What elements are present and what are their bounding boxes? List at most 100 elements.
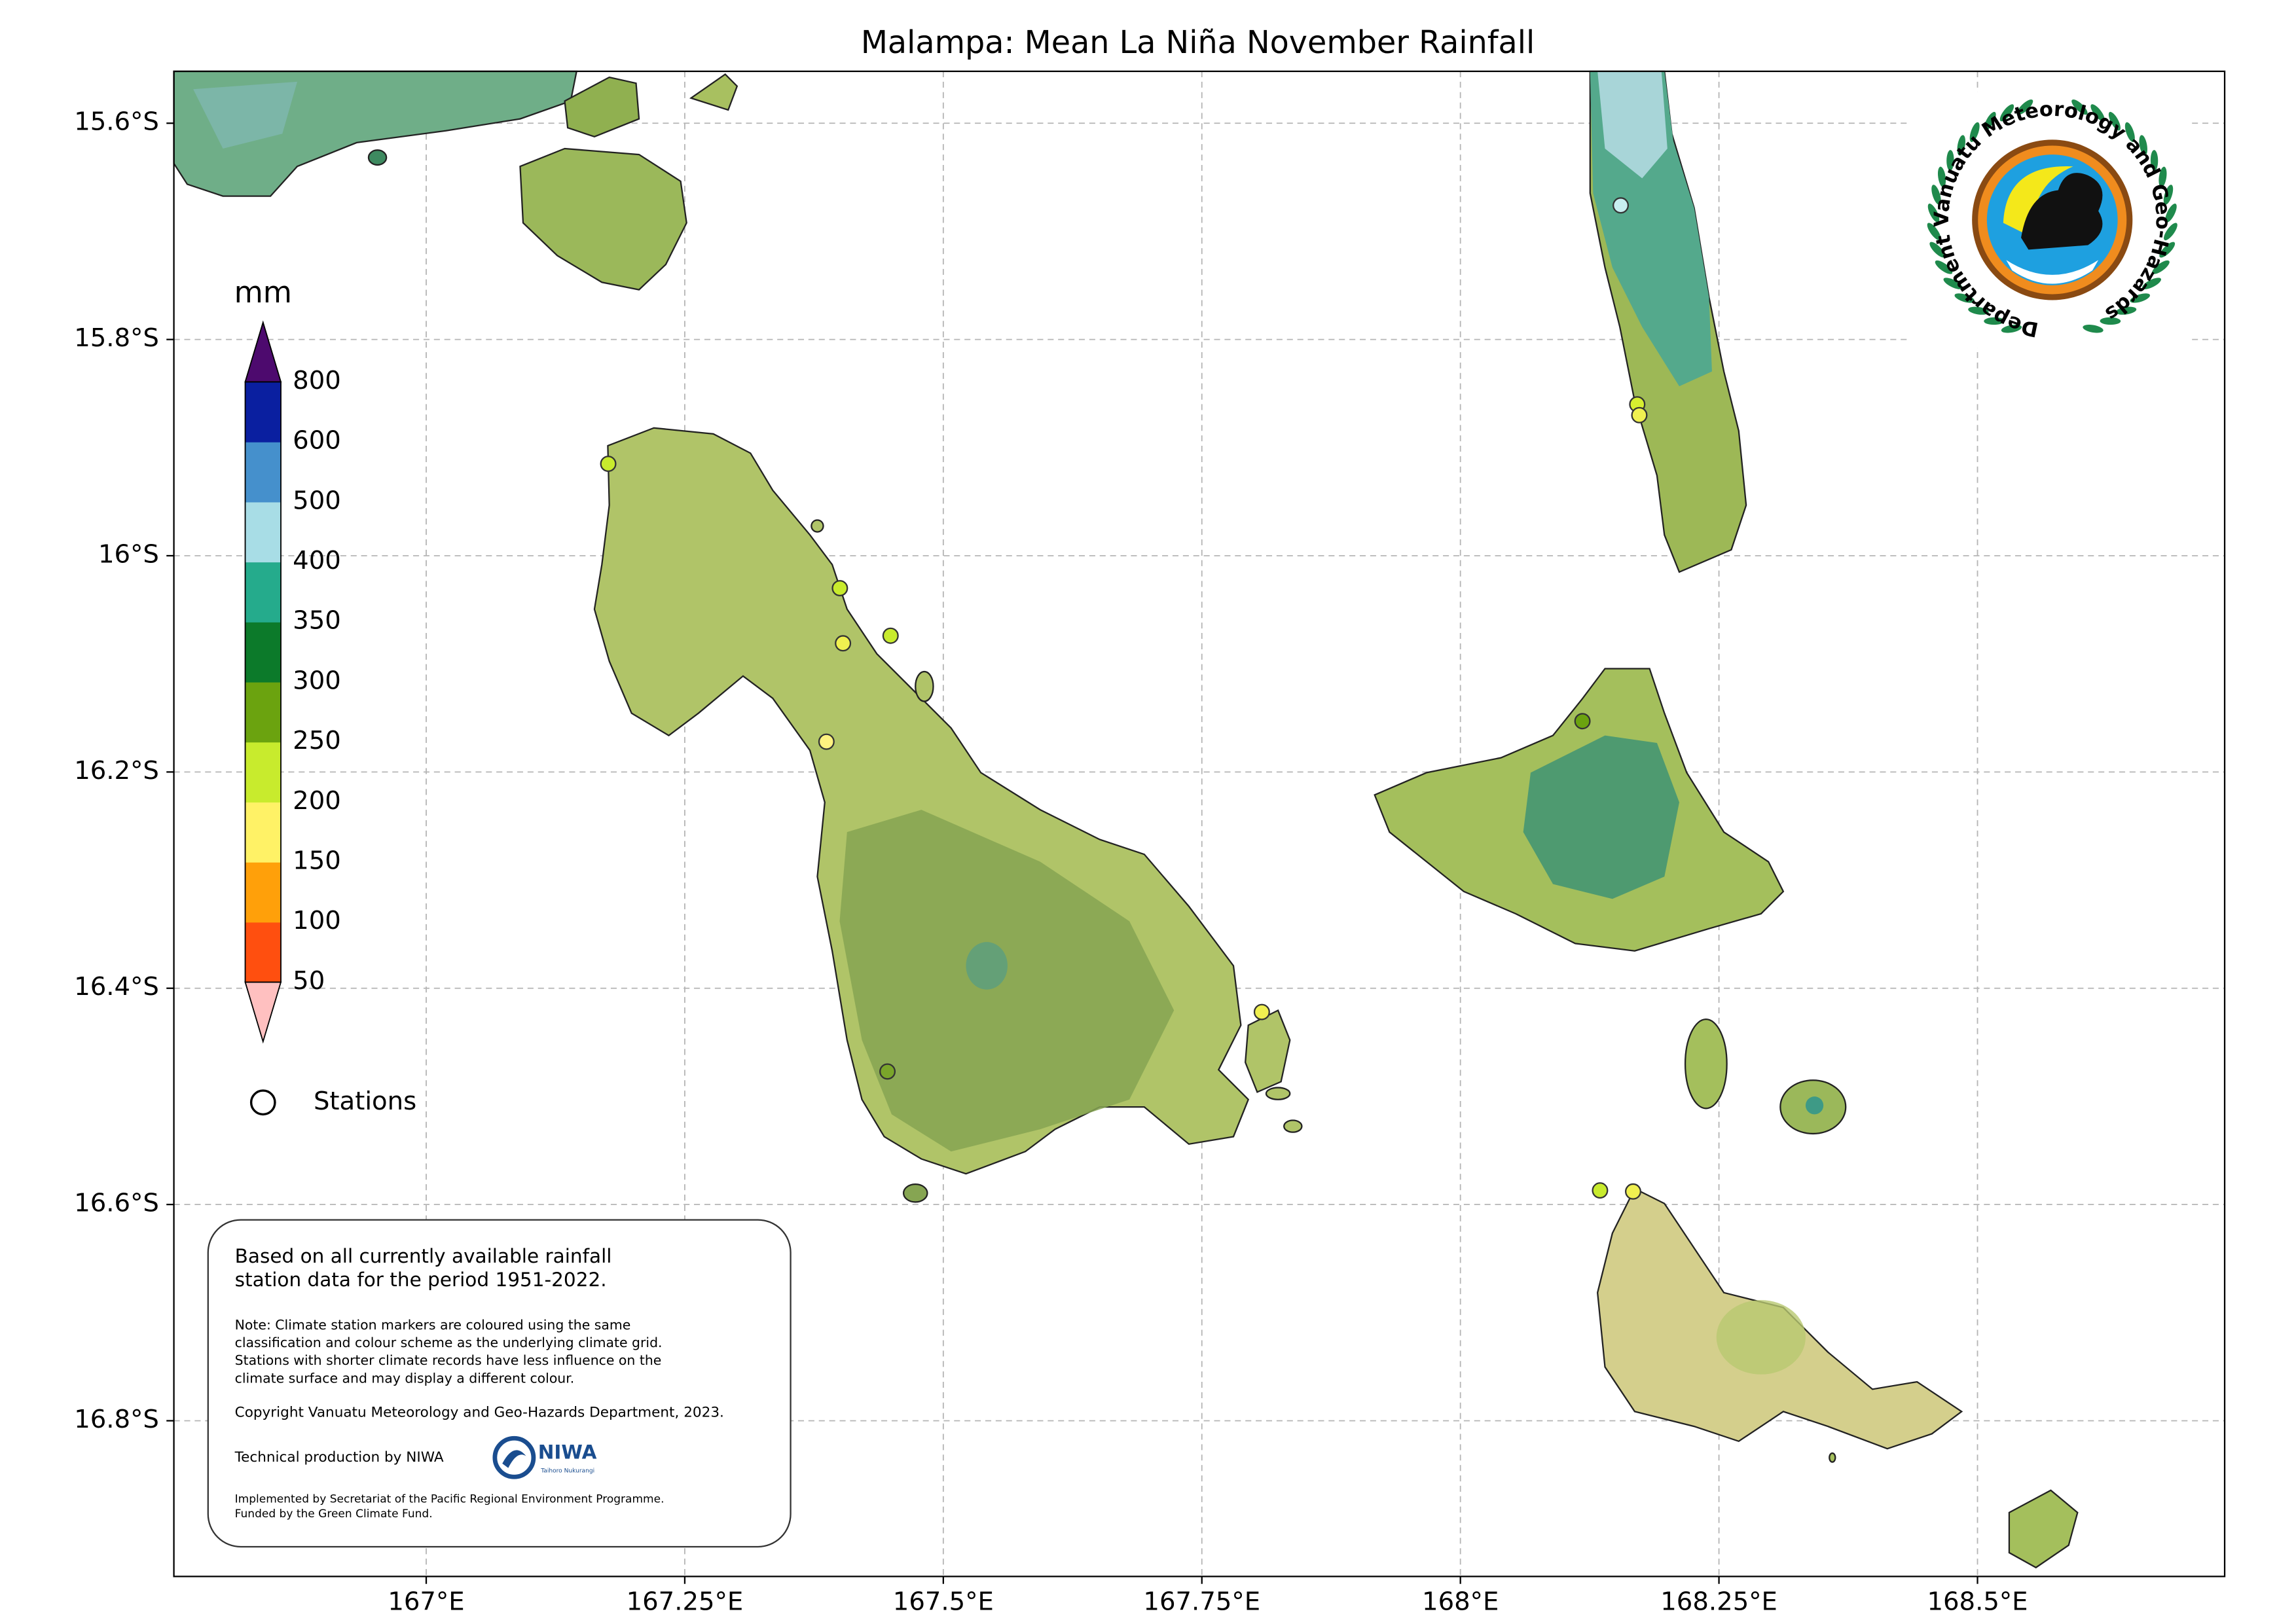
leaf — [2071, 99, 2088, 115]
stations — [600, 197, 1648, 1200]
niwa-emblem-wave — [502, 1450, 526, 1468]
leaf — [1999, 104, 2014, 122]
leaf — [2139, 135, 2147, 156]
islet — [1829, 1452, 1836, 1463]
leaf — [2159, 242, 2176, 258]
note-copyright: Copyright Vanuatu Meteorology and Geo-Ha… — [235, 1405, 724, 1421]
note-lead: Based on all currently available rainfal… — [235, 1245, 612, 1267]
leaf — [2090, 104, 2105, 122]
leaf — [2142, 278, 2161, 289]
colorbar: 50 100 150 200 250 300 350 400 500 600 800 — [244, 320, 341, 1044]
niwa-wordmark: NIWA — [538, 1441, 597, 1463]
leaf — [1931, 185, 1941, 205]
islet — [811, 519, 824, 533]
leaf — [1946, 150, 1954, 171]
x-tick-label: 167.25°E — [627, 1587, 744, 1617]
island — [2008, 1489, 2079, 1569]
colorbar-label: 600 — [293, 426, 341, 456]
leaf — [2159, 166, 2167, 188]
logo: Department Vanuatu Meteorology and Geo-H… — [1909, 92, 2193, 348]
colorbar-label: 500 — [293, 486, 341, 515]
station — [1574, 713, 1591, 730]
leaf — [2152, 260, 2170, 274]
colorbar-bin — [245, 681, 282, 743]
niwa-tagline: Taihoro Nukurangi — [540, 1468, 594, 1475]
logo-sun — [2003, 166, 2073, 238]
leaf — [1984, 111, 1996, 131]
station — [818, 733, 835, 750]
leaf — [1968, 306, 1989, 315]
note-lead: station data for the period 1951-2022. — [235, 1269, 607, 1291]
laurel — [1927, 99, 2178, 333]
y-tick-label: 16°S — [98, 539, 159, 569]
leaf — [2115, 306, 2137, 315]
x-tick-label: 167°E — [388, 1587, 464, 1617]
logo-cloud — [2021, 173, 2103, 250]
islet — [915, 670, 934, 702]
leaf — [2108, 111, 2121, 131]
colorbar-bin — [245, 562, 282, 623]
island — [564, 76, 640, 138]
y-tick-label: 16.2°S — [74, 756, 159, 785]
note-funding: Funded by the Green Climate Fund. — [235, 1507, 433, 1521]
station — [882, 627, 899, 644]
leaf — [2001, 325, 2022, 333]
station — [831, 580, 848, 597]
leaf — [2150, 150, 2159, 171]
colorbar-label: 100 — [293, 906, 341, 935]
islet — [367, 149, 388, 166]
note-funding: Implemented by Secretariat of the Pacifi… — [235, 1492, 665, 1506]
station — [600, 456, 617, 473]
logo-stars — [2006, 260, 2099, 284]
island — [1245, 1009, 1291, 1093]
leaf — [2016, 99, 2033, 115]
note-box — [207, 1219, 792, 1548]
island — [689, 73, 738, 111]
y-tick-label: 16.8°S — [74, 1405, 159, 1434]
island-shade — [1523, 735, 1679, 899]
x-tick-label: 168.5°E — [1927, 1587, 2028, 1617]
y-tick-label: 15.6°S — [74, 107, 159, 137]
island-shade — [1805, 1096, 1824, 1115]
island — [519, 147, 687, 291]
station — [879, 1063, 896, 1080]
island-shade — [1716, 1300, 1806, 1375]
leaf — [1984, 317, 2005, 325]
leaf — [2164, 223, 2178, 241]
leaf — [2100, 317, 2121, 325]
colorbar-label: 400 — [293, 546, 341, 575]
leaf — [1969, 122, 1980, 142]
leaf — [2083, 325, 2104, 333]
x-tick-label: 167.5°E — [893, 1587, 994, 1617]
leaf — [1943, 278, 1963, 289]
note-detail: climate surface and may display a differ… — [235, 1370, 575, 1386]
colorbar-unit: mm — [234, 275, 292, 310]
colorbar-label: 800 — [293, 366, 341, 395]
y-tick-label: 16.6°S — [74, 1189, 159, 1218]
leaf — [2130, 293, 2150, 303]
colorbar-label: 350 — [293, 606, 341, 636]
colorbar-label: 150 — [293, 846, 341, 875]
leaf — [1927, 204, 1940, 223]
leaf — [1957, 135, 1965, 156]
colorbar-bin — [245, 501, 282, 563]
leaf — [1927, 223, 1941, 241]
station — [1592, 1182, 1609, 1199]
leaf — [2163, 185, 2174, 205]
colorbar-label: 300 — [293, 666, 341, 695]
leaf — [1954, 293, 1975, 303]
islands — [173, 70, 2079, 1569]
islet — [1265, 1087, 1291, 1100]
colorbar-bin — [245, 922, 282, 983]
colorbar-label: 250 — [293, 726, 341, 755]
island-shade — [966, 942, 1008, 990]
legend-marker — [249, 1089, 276, 1116]
map-title: Malampa: Mean La Niña November Rainfall — [861, 25, 1535, 61]
station — [1613, 197, 1630, 214]
note-detail: Stations with shorter climate records ha… — [235, 1352, 662, 1368]
leaf — [2124, 122, 2135, 142]
islet — [1283, 1119, 1303, 1133]
colorbar-label: 200 — [293, 786, 341, 816]
